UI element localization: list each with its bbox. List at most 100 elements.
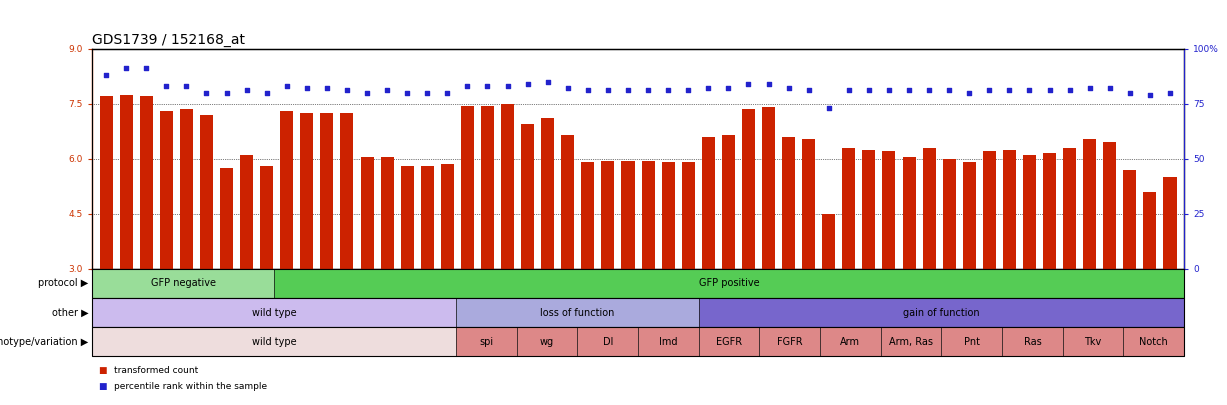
Point	[337, 87, 357, 94]
Point	[618, 87, 638, 94]
Text: loss of function: loss of function	[540, 308, 615, 318]
Bar	[983, 151, 996, 269]
Text: Ras: Ras	[1023, 337, 1042, 347]
Bar	[1043, 153, 1056, 269]
Point	[638, 87, 658, 94]
Text: Arm: Arm	[840, 337, 860, 347]
Bar	[1002, 149, 1016, 269]
Point	[297, 85, 317, 92]
Text: Imd: Imd	[659, 337, 677, 347]
Bar	[842, 148, 855, 269]
Text: EGFR: EGFR	[717, 337, 742, 347]
Bar	[220, 168, 233, 269]
Bar	[320, 113, 334, 269]
Text: spi: spi	[480, 337, 493, 347]
Point	[598, 87, 617, 94]
Point	[859, 87, 879, 94]
Point	[1099, 85, 1119, 92]
Point	[96, 72, 115, 78]
Bar	[1124, 170, 1136, 269]
Text: ■: ■	[98, 382, 107, 391]
Point	[157, 83, 177, 89]
Text: wild type: wild type	[252, 308, 297, 318]
Bar	[762, 107, 775, 269]
Bar	[140, 96, 152, 269]
Point	[518, 81, 537, 87]
Text: wild type: wild type	[252, 337, 297, 347]
Bar	[180, 109, 193, 269]
Point	[880, 87, 899, 94]
Bar	[863, 149, 875, 269]
Bar	[622, 161, 634, 269]
Bar	[682, 162, 694, 269]
Text: GDS1739 / 152168_at: GDS1739 / 152168_at	[92, 32, 245, 47]
Point	[899, 87, 919, 94]
Bar	[421, 166, 434, 269]
Point	[1060, 87, 1080, 94]
Bar	[361, 157, 373, 269]
Bar	[200, 115, 213, 269]
Bar	[642, 161, 654, 269]
Point	[196, 90, 216, 96]
Point	[1000, 87, 1020, 94]
Point	[1080, 85, 1099, 92]
Text: Arm, Ras: Arm, Ras	[890, 337, 933, 347]
Point	[1039, 87, 1059, 94]
Point	[357, 90, 377, 96]
Point	[940, 87, 960, 94]
Bar	[280, 111, 293, 269]
Point	[919, 87, 939, 94]
Bar	[501, 104, 514, 269]
Bar	[822, 214, 836, 269]
Point	[537, 79, 557, 85]
Bar	[380, 157, 394, 269]
Point	[317, 85, 336, 92]
Bar	[481, 106, 494, 269]
Bar	[240, 155, 253, 269]
Point	[779, 85, 799, 92]
Text: Tkv: Tkv	[1085, 337, 1102, 347]
Point	[417, 90, 437, 96]
Bar	[1163, 177, 1177, 269]
Bar	[340, 113, 353, 269]
Bar	[541, 118, 555, 269]
Bar	[561, 135, 574, 269]
Bar	[461, 106, 474, 269]
Point	[458, 83, 477, 89]
Text: Pnt: Pnt	[963, 337, 979, 347]
Point	[799, 87, 818, 94]
Point	[839, 87, 859, 94]
Bar	[1144, 192, 1157, 269]
Bar	[942, 159, 956, 269]
Bar	[401, 166, 413, 269]
Text: percentile rank within the sample: percentile rank within the sample	[114, 382, 267, 391]
Bar	[702, 137, 715, 269]
Bar	[923, 148, 936, 269]
Bar	[99, 96, 113, 269]
Bar	[1063, 148, 1076, 269]
Bar	[1083, 139, 1096, 269]
Text: transformed count: transformed count	[114, 366, 199, 375]
Text: other ▶: other ▶	[52, 308, 88, 318]
Point	[377, 87, 396, 94]
Bar	[119, 94, 133, 269]
Point	[719, 85, 739, 92]
Point	[177, 83, 196, 89]
Point	[818, 105, 838, 111]
Point	[256, 90, 276, 96]
Text: genotype/variation ▶: genotype/variation ▶	[0, 337, 88, 347]
Point	[117, 65, 136, 72]
Bar	[963, 162, 975, 269]
Point	[698, 85, 718, 92]
Point	[1140, 92, 1160, 98]
Bar	[160, 111, 173, 269]
Bar	[260, 166, 274, 269]
Point	[1120, 90, 1140, 96]
Text: GFP positive: GFP positive	[698, 279, 760, 288]
Point	[217, 90, 237, 96]
Point	[659, 87, 679, 94]
Text: GFP negative: GFP negative	[151, 279, 216, 288]
Text: wg: wg	[540, 337, 555, 347]
Point	[277, 83, 297, 89]
Text: ■: ■	[98, 366, 107, 375]
